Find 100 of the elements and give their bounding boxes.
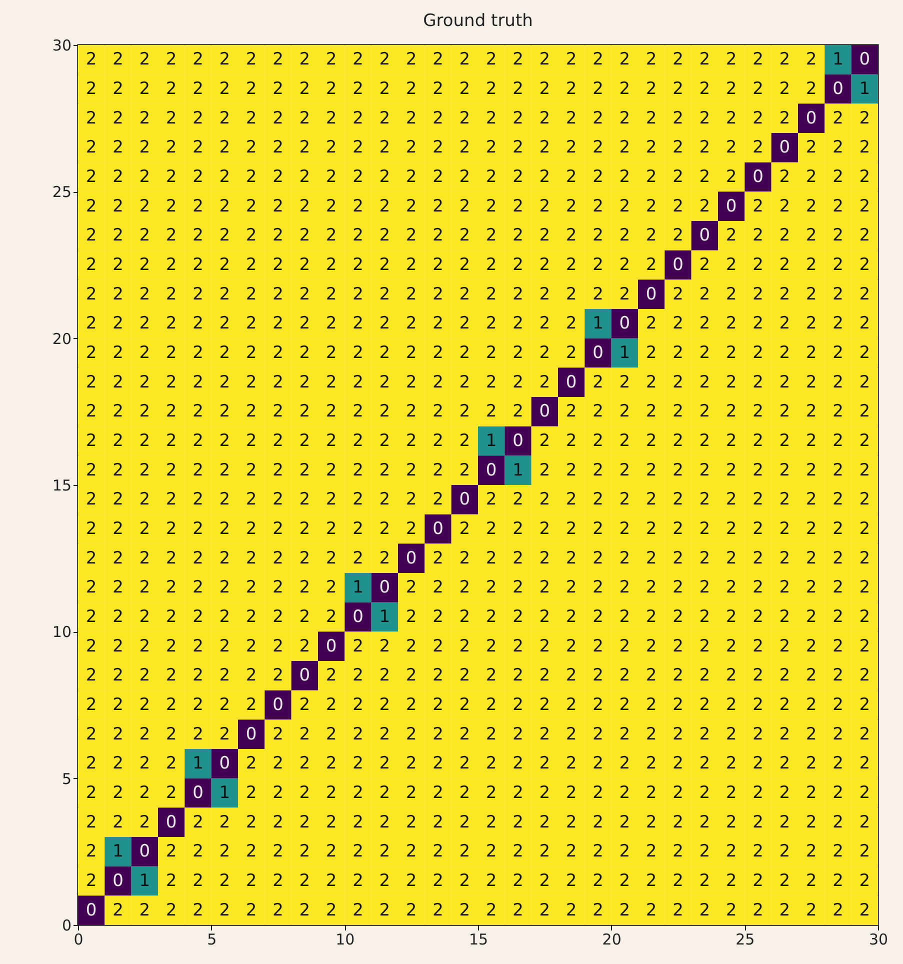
data-label: 2 xyxy=(752,108,764,128)
data-label: 2 xyxy=(112,636,124,656)
data-label: 2 xyxy=(539,636,550,656)
data-label: 2 xyxy=(379,138,390,158)
data-label: 2 xyxy=(326,255,337,275)
data-label: 2 xyxy=(806,695,817,715)
data-label: 2 xyxy=(112,695,124,715)
data-label: 2 xyxy=(512,783,524,803)
x-tick-label: 20 xyxy=(602,930,622,948)
data-label: 2 xyxy=(619,636,630,656)
data-label: 2 xyxy=(619,50,630,70)
data-label: 2 xyxy=(539,343,550,363)
data-label: 2 xyxy=(752,666,764,686)
data-label: 2 xyxy=(219,284,230,304)
data-label: 2 xyxy=(752,460,764,480)
data-label: 2 xyxy=(486,695,497,715)
data-label: 2 xyxy=(779,754,790,774)
data-label: 2 xyxy=(219,724,230,744)
data-label: 2 xyxy=(432,138,444,158)
data-label: 2 xyxy=(699,607,710,627)
data-label: 2 xyxy=(326,196,337,216)
data-label: 2 xyxy=(432,548,444,568)
data-label: 2 xyxy=(779,519,790,539)
data-label: 2 xyxy=(86,812,97,832)
data-label: 2 xyxy=(166,402,177,422)
data-label: 2 xyxy=(432,842,444,862)
data-label: 2 xyxy=(139,900,150,920)
data-label: 2 xyxy=(86,724,97,744)
data-label: 2 xyxy=(806,871,817,891)
data-label: 2 xyxy=(432,666,444,686)
x-tick-label: 30 xyxy=(868,930,888,948)
y-tick-label: 25 xyxy=(52,183,72,202)
data-label: 2 xyxy=(672,79,684,99)
data-label: 2 xyxy=(566,871,577,891)
data-label: 2 xyxy=(619,372,630,392)
data-label: 2 xyxy=(299,226,310,246)
data-label: 2 xyxy=(406,754,417,774)
data-label: 2 xyxy=(619,226,630,246)
data-label: 2 xyxy=(592,167,604,187)
data-label: 2 xyxy=(646,695,657,715)
data-label: 2 xyxy=(326,284,337,304)
data-label: 2 xyxy=(379,284,390,304)
data-label: 2 xyxy=(806,402,817,422)
data-label: 2 xyxy=(406,50,417,70)
data-label: 2 xyxy=(192,226,204,246)
data-label: 2 xyxy=(246,79,257,99)
data-label: 2 xyxy=(246,138,257,158)
data-label: 2 xyxy=(272,607,284,627)
data-label: 0 xyxy=(406,548,417,568)
data-label: 2 xyxy=(672,636,684,656)
data-label: 2 xyxy=(859,636,870,656)
data-label: 2 xyxy=(86,196,97,216)
data-label: 2 xyxy=(139,284,150,304)
data-label: 2 xyxy=(406,842,417,862)
data-label: 2 xyxy=(352,636,364,656)
data-label: 2 xyxy=(112,754,124,774)
data-label: 2 xyxy=(859,548,870,568)
data-label: 2 xyxy=(539,138,550,158)
data-label: 2 xyxy=(512,372,524,392)
data-label: 2 xyxy=(592,50,604,70)
data-label: 2 xyxy=(539,695,550,715)
data-label: 2 xyxy=(192,871,204,891)
data-label: 2 xyxy=(139,460,150,480)
data-label: 2 xyxy=(592,607,604,627)
data-label: 2 xyxy=(299,79,310,99)
data-label: 2 xyxy=(646,724,657,744)
data-label: 2 xyxy=(539,284,550,304)
data-label: 2 xyxy=(699,431,710,451)
data-label: 2 xyxy=(432,695,444,715)
data-label: 2 xyxy=(779,548,790,568)
data-label: 2 xyxy=(832,842,844,862)
data-label: 2 xyxy=(512,754,524,774)
data-label: 2 xyxy=(326,695,337,715)
data-label: 2 xyxy=(752,196,764,216)
data-label: 2 xyxy=(86,578,97,598)
data-label: 2 xyxy=(219,50,230,70)
data-label: 2 xyxy=(752,842,764,862)
data-label: 2 xyxy=(566,754,577,774)
data-label: 2 xyxy=(699,636,710,656)
data-label: 2 xyxy=(299,108,310,128)
x-tick-label: 15 xyxy=(468,930,488,948)
data-label: 2 xyxy=(86,754,97,774)
data-label: 2 xyxy=(86,431,97,451)
data-label: 2 xyxy=(779,636,790,656)
data-label: 2 xyxy=(219,372,230,392)
data-label: 2 xyxy=(699,724,710,744)
data-label: 2 xyxy=(726,607,737,627)
data-label: 2 xyxy=(512,490,524,510)
data-label: 2 xyxy=(832,343,844,363)
data-label: 2 xyxy=(192,460,204,480)
data-label: 2 xyxy=(859,754,870,774)
data-label: 2 xyxy=(646,79,657,99)
data-label: 2 xyxy=(779,284,790,304)
data-label: 2 xyxy=(86,226,97,246)
data-label: 2 xyxy=(699,871,710,891)
data-label: 2 xyxy=(832,402,844,422)
data-label: 2 xyxy=(646,490,657,510)
data-label: 2 xyxy=(752,695,764,715)
data-label: 2 xyxy=(326,783,337,803)
data-label: 2 xyxy=(726,402,737,422)
